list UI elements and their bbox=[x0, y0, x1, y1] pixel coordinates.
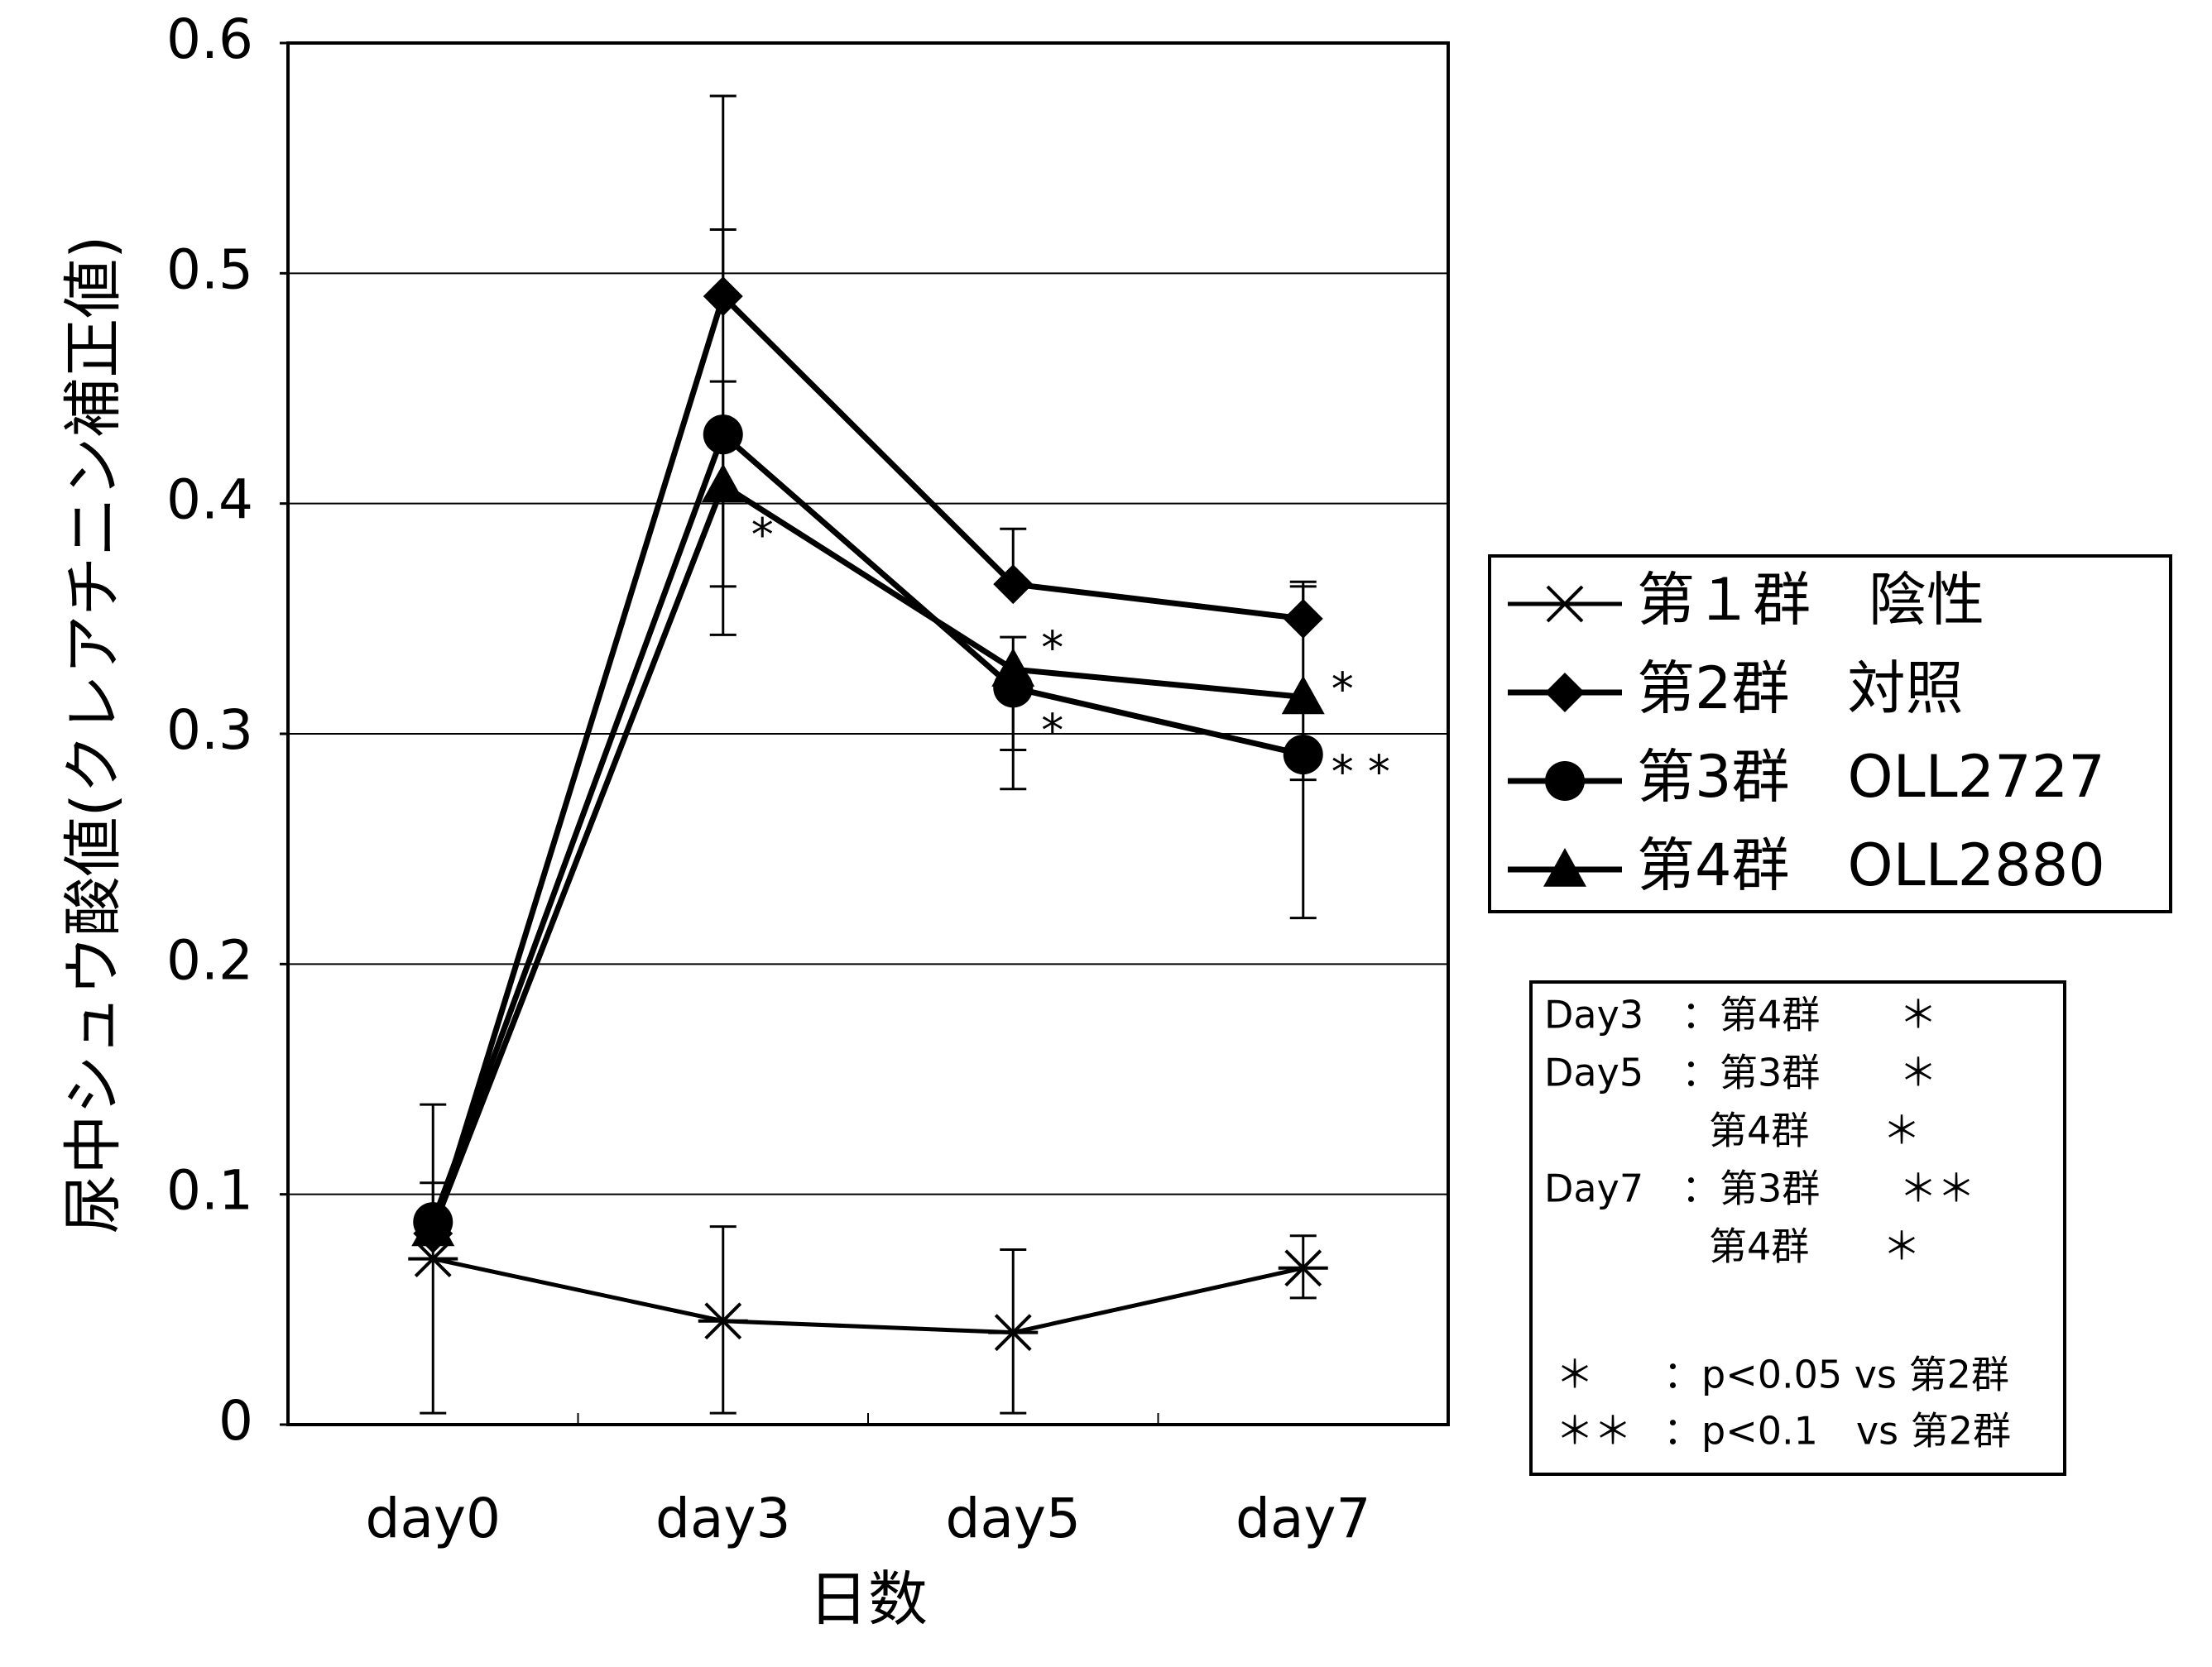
y-tick-label: 0.4 bbox=[166, 468, 253, 532]
triangle-marker bbox=[1281, 675, 1325, 715]
diamond-marker bbox=[703, 276, 743, 317]
significance-star: * bbox=[1041, 621, 1063, 673]
asterisk-stroke bbox=[1284, 1249, 1322, 1287]
series-line bbox=[429, 293, 1304, 1235]
asterisk-marker bbox=[988, 1314, 1039, 1352]
series-line bbox=[429, 481, 1304, 1230]
diamond-marker bbox=[993, 564, 1034, 605]
sig-footnote-mark: ＊ bbox=[1556, 1353, 1594, 1397]
legend-label: 第3群 OLL2727 bbox=[1637, 743, 2105, 811]
sig-row-day: Day7 bbox=[1544, 1166, 1643, 1211]
asterisk-stroke bbox=[414, 1240, 452, 1278]
x-axis-ticks: day0 day3 day5 day7 bbox=[366, 1413, 1370, 1550]
legend-box bbox=[1488, 554, 2172, 913]
sig-row-group: ：第4群 bbox=[1682, 993, 1820, 1037]
significance-box-content: Day3 ：第4群 ＊Day5 ：第3群 ＊第4群 ＊Day7 ：第3群 ＊＊第4群 ＊＊ ：p<… bbox=[1544, 993, 2011, 1454]
asterisk-marker bbox=[698, 1302, 748, 1340]
asterisk-stroke bbox=[1546, 585, 1584, 623]
sig-footnote-text: ：p<0.1 vs 第2群 bbox=[1663, 1409, 2011, 1454]
x-tick-label: day0 bbox=[366, 1487, 501, 1550]
significance-star: * bbox=[751, 509, 774, 561]
circle-marker bbox=[703, 414, 743, 455]
asterisk-stroke bbox=[704, 1302, 742, 1340]
grid-lines bbox=[288, 272, 1448, 1195]
x-axis-title: 日数 bbox=[809, 1564, 928, 1634]
significance-box bbox=[1529, 980, 2066, 1476]
asterisk-marker bbox=[1278, 1249, 1328, 1287]
triangle-marker bbox=[411, 1207, 455, 1247]
sig-row-group: ：第3群 bbox=[1682, 1166, 1820, 1211]
y-axis-title: 尿中シュウ酸値(クレアチニン補正値) bbox=[59, 236, 128, 1234]
circle-marker bbox=[1283, 735, 1323, 775]
series-line bbox=[429, 431, 1304, 1224]
asterisk-marker bbox=[408, 1240, 458, 1278]
y-axis-ticks: 0 0.1 0.2 0.3 0.4 0.5 0.6 bbox=[166, 7, 288, 1453]
sig-row-group: 第4群 bbox=[1709, 1109, 1809, 1153]
x-tick-label: day5 bbox=[946, 1487, 1081, 1550]
y-tick-label: 0.3 bbox=[166, 698, 253, 762]
sig-row-group: ：第3群 bbox=[1682, 1051, 1820, 1095]
sig-row-day: Day5 bbox=[1544, 1051, 1643, 1095]
y-tick-label: 0 bbox=[218, 1389, 253, 1453]
significance-star: * * bbox=[1332, 746, 1390, 798]
y-tick-label: 0.5 bbox=[166, 237, 253, 301]
triangle-marker bbox=[701, 463, 745, 503]
legend-label: 第4群 OLL2880 bbox=[1637, 831, 2105, 899]
sig-row-mark: ＊ bbox=[1883, 1109, 1921, 1153]
series-markers bbox=[408, 276, 1328, 1352]
significance-star: * bbox=[1332, 663, 1354, 716]
sig-row-mark: ＊ bbox=[1883, 1224, 1921, 1269]
sig-row-group: 第4群 bbox=[1709, 1224, 1809, 1269]
y-tick-label: 0.1 bbox=[166, 1159, 253, 1223]
series-lines bbox=[429, 293, 1304, 1335]
sig-row-mark: ＊ bbox=[1899, 1051, 1937, 1095]
triangle-marker bbox=[991, 648, 1035, 687]
sig-footnote-mark: ＊＊ bbox=[1556, 1409, 1632, 1454]
significance-star: * bbox=[1041, 705, 1063, 757]
sig-footnote-text: ：p<0.05 vs 第2群 bbox=[1663, 1353, 2009, 1397]
series-line bbox=[432, 1257, 1304, 1335]
diamond-marker bbox=[1545, 673, 1585, 712]
legend-label: 第2群 対照 bbox=[1637, 654, 1964, 722]
y-tick-label: 0.6 bbox=[166, 7, 253, 71]
x-tick-label: day7 bbox=[1236, 1487, 1370, 1550]
significance-annotations: * * * * * * bbox=[751, 509, 1390, 798]
sig-row-mark: ＊ bbox=[1899, 993, 1937, 1037]
triangle-marker bbox=[1543, 848, 1586, 887]
diamond-marker bbox=[1283, 598, 1323, 639]
sig-row-day: Day3 bbox=[1544, 993, 1643, 1037]
error-bars bbox=[420, 94, 1317, 1415]
x-tick-label: day3 bbox=[655, 1487, 790, 1550]
circle-marker bbox=[1545, 761, 1585, 801]
asterisk-marker bbox=[1540, 585, 1590, 623]
y-tick-label: 0.2 bbox=[166, 928, 253, 992]
legend-label: 第１群 陰性 bbox=[1637, 566, 1984, 634]
asterisk-stroke bbox=[994, 1314, 1032, 1352]
sig-row-mark: ＊＊ bbox=[1899, 1166, 1975, 1211]
